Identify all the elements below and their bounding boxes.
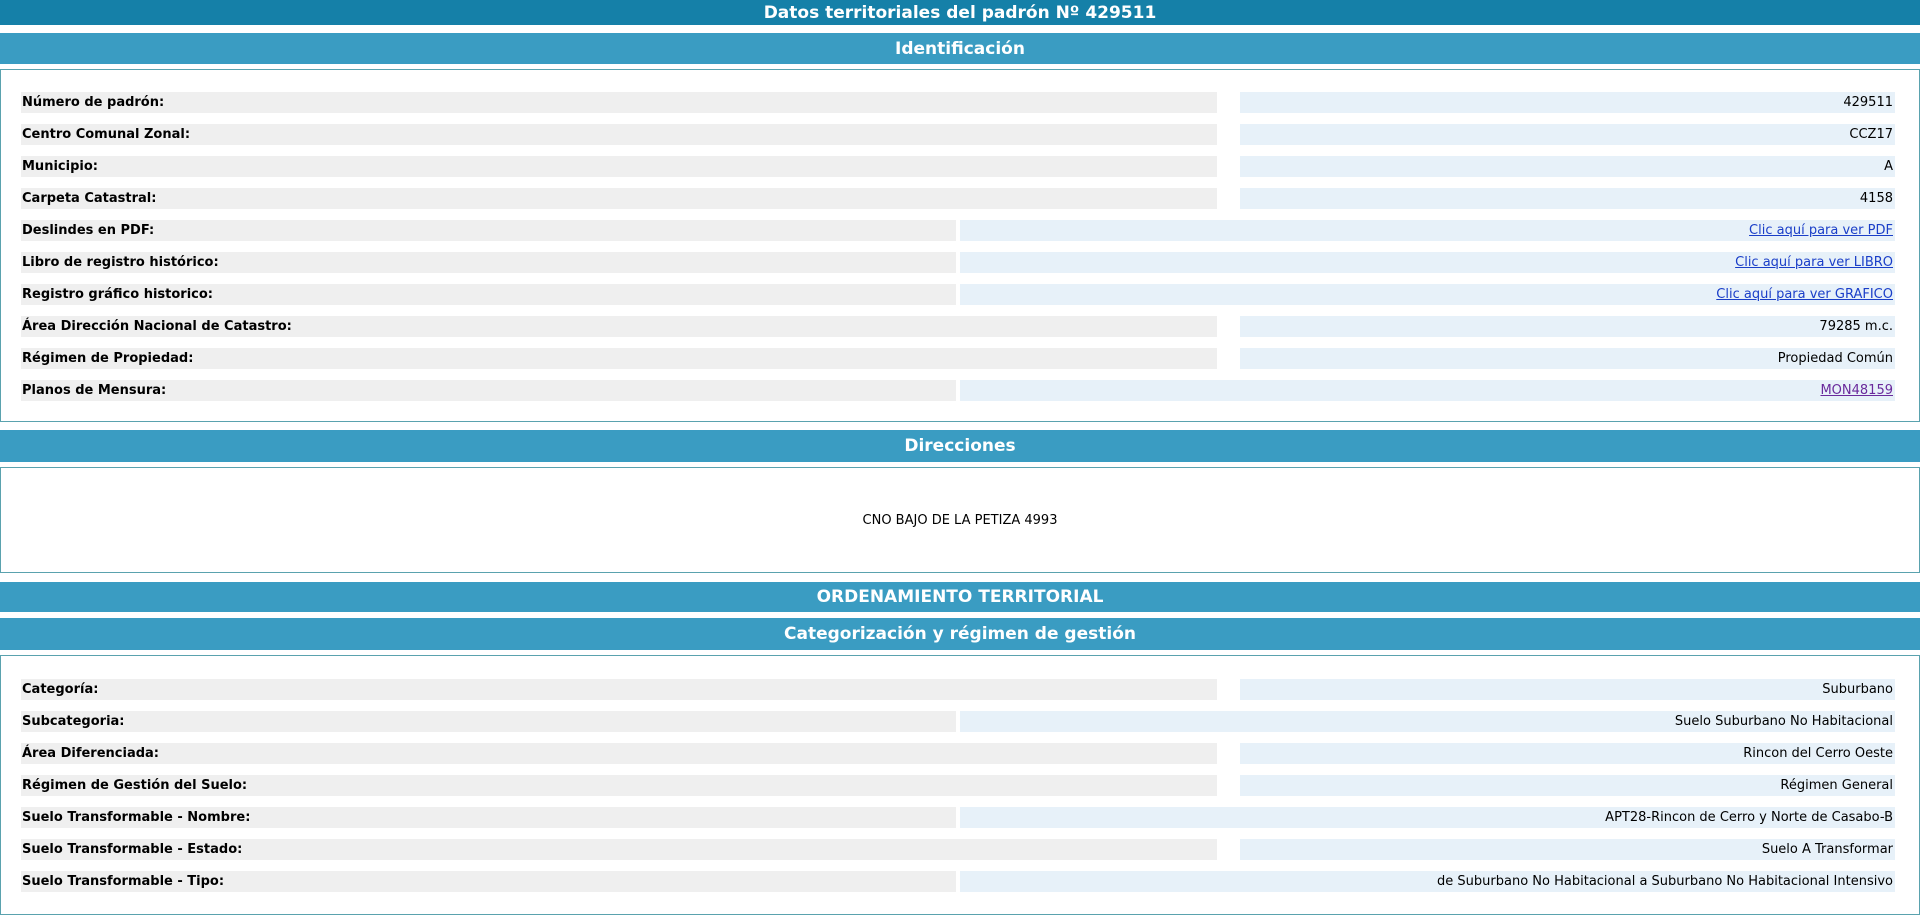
- info-row: Carpeta Catastral: 4158: [21, 188, 1895, 209]
- field-value: Suelo Suburbano No Habitacional: [960, 711, 1895, 732]
- field-value: Suburbano: [1240, 679, 1895, 700]
- categorizacion-box: Categoría: Suburbano Subcategoria: Suelo Su…: [0, 655, 1920, 915]
- field-value: Clic aquí para ver GRAFICO: [960, 284, 1895, 305]
- section-title: Identificación: [0, 33, 1920, 64]
- info-row: Número de padrón: 429511: [21, 92, 1895, 113]
- field-value: APT28-Rincon de Cerro y Norte de Casabo-…: [960, 807, 1895, 828]
- field-value: Suelo A Transformar: [1240, 839, 1895, 860]
- field-value: 79285 m.c.: [1240, 316, 1895, 337]
- field-value: 429511: [1240, 92, 1895, 113]
- info-row: Suelo Transformable - Tipo: de Suburbano …: [21, 871, 1895, 892]
- section-title: ORDENAMIENTO TERRITORIAL: [0, 582, 1920, 612]
- info-row: Centro Comunal Zonal: CCZ17: [21, 124, 1895, 145]
- field-label: Régimen de Propiedad:: [21, 348, 1217, 369]
- info-row: Régimen de Propiedad: Propiedad Común: [21, 348, 1895, 369]
- field-label: Régimen de Gestión del Suelo:: [21, 775, 1217, 796]
- link[interactable]: Clic aquí para ver LIBRO: [1735, 255, 1893, 270]
- info-row: Municipio: A: [21, 156, 1895, 177]
- identificacion-box: Número de padrón: 429511 Centro Comunal Zo…: [0, 69, 1920, 422]
- field-value: CCZ17: [1240, 124, 1895, 145]
- address: CNO BAJO DE LA PETIZA 4993: [862, 512, 1058, 528]
- field-value: MON48159: [960, 380, 1895, 401]
- field-label: Subcategoria:: [21, 711, 956, 732]
- info-row: Deslindes en PDF: Clic aquí para ver PDF: [21, 220, 1895, 241]
- link[interactable]: Clic aquí para ver PDF: [1749, 223, 1893, 238]
- info-row: Régimen de Gestión del Suelo: Régimen Gen…: [21, 775, 1895, 796]
- field-label: Deslindes en PDF:: [21, 220, 956, 241]
- field-label: Suelo Transformable - Estado:: [21, 839, 1217, 860]
- field-value: Rincon del Cerro Oeste: [1240, 743, 1895, 764]
- info-row: Registro gráfico historico: Clic aquí par…: [21, 284, 1895, 305]
- field-label: Libro de registro histórico:: [21, 252, 956, 273]
- field-label: Número de padrón:: [21, 92, 1217, 113]
- info-row: Área Diferenciada: Rincon del Cerro Oeste: [21, 743, 1895, 764]
- field-value: Régimen General: [1240, 775, 1895, 796]
- info-row: Categoría: Suburbano: [21, 679, 1895, 700]
- field-value: Clic aquí para ver PDF: [960, 220, 1895, 241]
- info-row: Libro de registro histórico: Clic aquí pa…: [21, 252, 1895, 273]
- section-title: Direcciones: [0, 430, 1920, 462]
- field-label: Registro gráfico historico:: [21, 284, 956, 305]
- field-value: de Suburbano No Habitacional a Suburbano…: [960, 871, 1895, 892]
- field-value: Clic aquí para ver LIBRO: [960, 252, 1895, 273]
- info-row: Subcategoria: Suelo Suburbano No Habitaci…: [21, 711, 1895, 732]
- field-label: Planos de Mensura:: [21, 380, 956, 401]
- field-label: Área Diferenciada:: [21, 743, 1217, 764]
- field-value: Propiedad Común: [1240, 348, 1895, 369]
- section-title: Categorización y régimen de gestión: [0, 618, 1920, 650]
- field-label: Suelo Transformable - Nombre:: [21, 807, 956, 828]
- page-title: Datos territoriales del padrón Nº 429511: [0, 0, 1920, 25]
- field-label: Carpeta Catastral:: [21, 188, 1217, 209]
- link[interactable]: Clic aquí para ver GRAFICO: [1716, 287, 1893, 302]
- field-value: 4158: [1240, 188, 1895, 209]
- field-value: A: [1240, 156, 1895, 177]
- direcciones-box: CNO BAJO DE LA PETIZA 4993: [0, 467, 1920, 573]
- field-label: Municipio:: [21, 156, 1217, 177]
- info-row: Suelo Transformable - Estado: Suelo A Tra…: [21, 839, 1895, 860]
- link[interactable]: MON48159: [1820, 383, 1893, 398]
- field-label: Suelo Transformable - Tipo:: [21, 871, 956, 892]
- info-row: Planos de Mensura: MON48159: [21, 380, 1895, 401]
- field-label: Categoría:: [21, 679, 1217, 700]
- info-row: Suelo Transformable - Nombre: APT28-Rinco…: [21, 807, 1895, 828]
- field-label: Área Dirección Nacional de Catastro:: [21, 316, 1217, 337]
- info-row: Área Dirección Nacional de Catastro: 7928…: [21, 316, 1895, 337]
- field-label: Centro Comunal Zonal:: [21, 124, 1217, 145]
